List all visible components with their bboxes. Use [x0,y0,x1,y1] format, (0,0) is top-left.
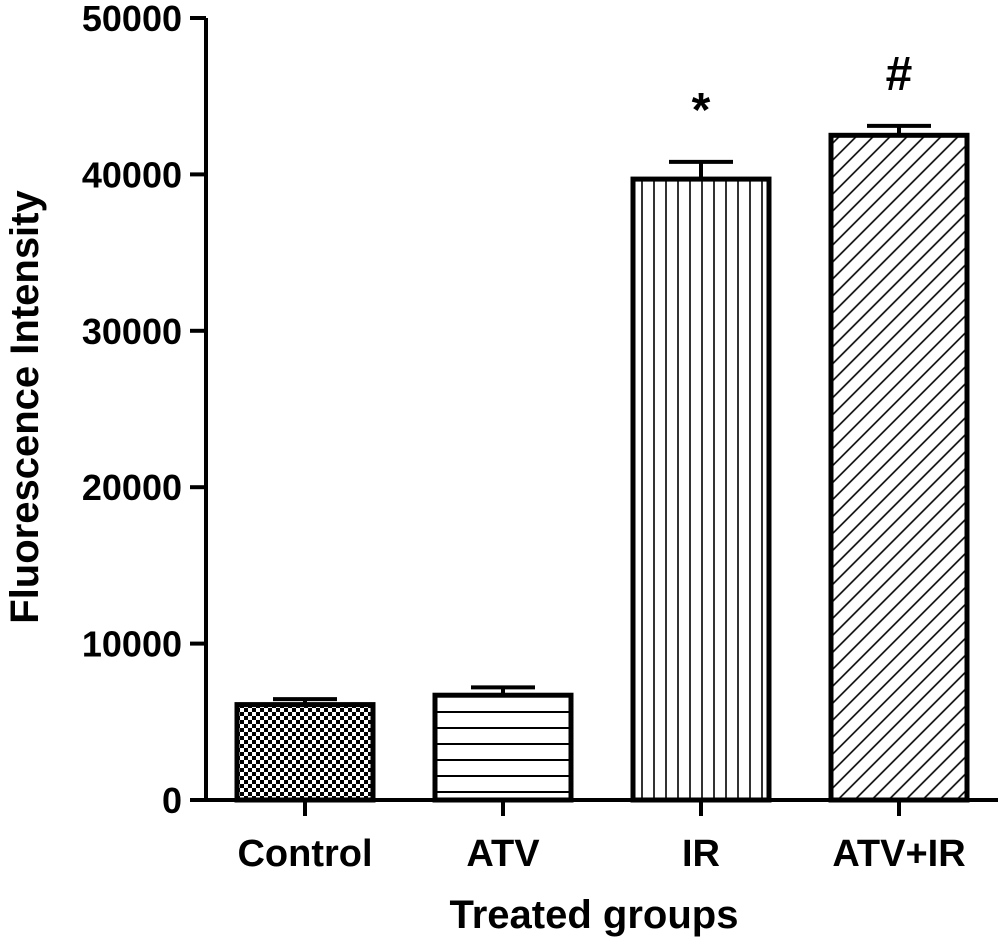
x-axis-title: Treated groups [450,893,739,937]
bar-atv [432,692,574,803]
x-tick-label: ATV+IR [832,833,965,875]
bar-control [234,702,376,803]
significance-marker: # [886,48,913,101]
y-ticks: 0 10000 20000 30000 40000 50000 [82,0,206,821]
bars: *# [234,48,970,803]
x-ticks: Control ATV IR ATV+IR [237,800,966,875]
bar-atv-ir [828,132,970,803]
y-tick-label: 10000 [82,624,182,665]
x-tick-label: Control [237,833,372,875]
y-tick-label: 30000 [82,311,182,352]
x-tick-label: IR [682,833,720,875]
bar-ir [630,176,772,803]
y-axis-title: Fluorescence Intensity [3,190,47,624]
y-tick-label: 50000 [82,0,182,39]
x-tick-label: ATV [466,833,540,875]
significance-marker: * [692,84,711,137]
y-tick-label: 20000 [82,467,182,508]
y-tick-label: 0 [162,780,182,821]
y-tick-label: 40000 [82,154,182,195]
